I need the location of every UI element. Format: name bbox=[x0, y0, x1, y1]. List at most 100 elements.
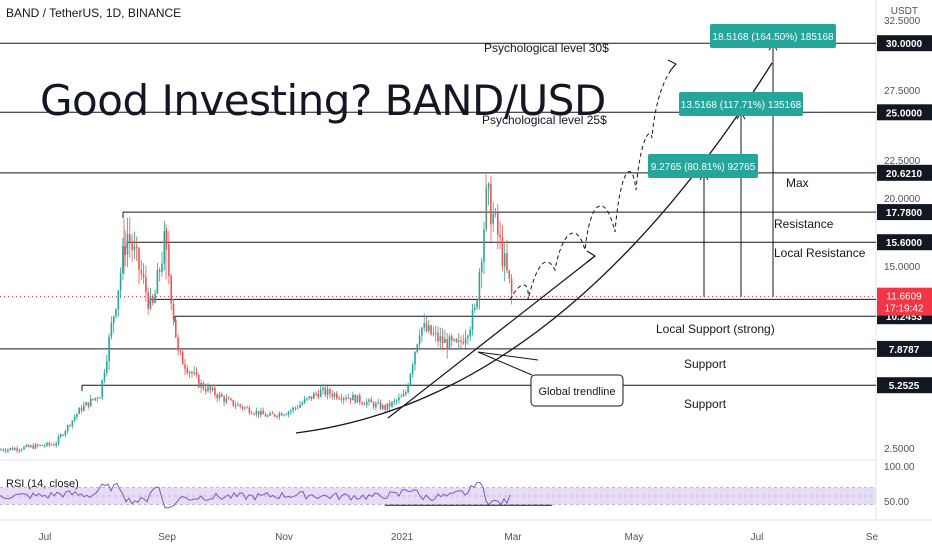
candle-body bbox=[462, 341, 465, 344]
candle-body bbox=[218, 394, 221, 399]
candle-body bbox=[441, 336, 444, 344]
candle-body bbox=[280, 413, 283, 416]
level-label-box bbox=[877, 340, 932, 357]
candle-body bbox=[64, 430, 67, 436]
target-label-box bbox=[679, 92, 803, 116]
candle-body bbox=[409, 373, 412, 386]
candle-body bbox=[239, 404, 241, 407]
candle-body bbox=[154, 293, 156, 304]
level-label-box bbox=[877, 377, 932, 394]
candle-body bbox=[278, 413, 281, 417]
current-price-label: 11.6609 bbox=[886, 292, 922, 303]
candle-body bbox=[232, 399, 235, 406]
candle-body bbox=[221, 394, 223, 397]
candle-body bbox=[41, 445, 44, 447]
x-tick-label: Jul bbox=[751, 532, 764, 543]
candle-body bbox=[66, 425, 69, 431]
candle-body bbox=[145, 277, 147, 293]
candle-body bbox=[216, 394, 218, 399]
candle-body bbox=[78, 407, 80, 414]
candle-body bbox=[257, 410, 260, 416]
level-label: 10.2453 bbox=[886, 312, 923, 323]
current-price-badge bbox=[877, 287, 932, 316]
candle-body bbox=[430, 325, 432, 335]
chart-annotation: Psychological level 25$ bbox=[482, 113, 607, 127]
level-label-box bbox=[877, 164, 932, 181]
candle-body bbox=[117, 290, 120, 309]
candle-body bbox=[324, 387, 327, 395]
candle-body bbox=[133, 246, 136, 251]
candle-body bbox=[474, 307, 476, 310]
candle-body bbox=[50, 444, 53, 446]
candle-body bbox=[264, 414, 267, 417]
candle-body bbox=[336, 393, 338, 399]
candle-body bbox=[402, 394, 405, 397]
candle-body bbox=[375, 403, 377, 408]
candle-body bbox=[345, 398, 347, 400]
candle-body bbox=[241, 406, 244, 409]
candle-body bbox=[308, 396, 310, 399]
x-tick-label: Se bbox=[866, 532, 879, 543]
candle-body bbox=[356, 395, 359, 403]
candle-body bbox=[110, 323, 113, 337]
projected-path-arrowhead bbox=[667, 59, 677, 72]
candle-body bbox=[455, 339, 458, 342]
candle-body bbox=[329, 389, 331, 395]
candle-body bbox=[225, 398, 228, 402]
candle-body bbox=[411, 364, 414, 374]
candle-body bbox=[317, 394, 320, 397]
candle-body bbox=[464, 338, 467, 344]
candle-body bbox=[4, 450, 7, 452]
candle-body bbox=[147, 292, 149, 309]
candle-body bbox=[338, 398, 340, 400]
chart-headline: Good Investing? BAND/USD bbox=[40, 76, 606, 125]
candle-body bbox=[271, 413, 274, 415]
candle-body bbox=[457, 340, 460, 342]
candle-body bbox=[287, 411, 290, 415]
candle-body bbox=[83, 405, 85, 411]
candle-body bbox=[119, 273, 122, 291]
candle-body bbox=[135, 246, 138, 248]
candle-body bbox=[57, 436, 60, 444]
chart-annotation: Psychological level 30$ bbox=[484, 41, 609, 55]
rsi-title: RSI (14, close) bbox=[6, 478, 79, 490]
candle-body bbox=[214, 387, 216, 395]
y-tick-label: 22.5000 bbox=[884, 156, 921, 167]
candle-body bbox=[342, 398, 345, 400]
candle-body bbox=[273, 414, 276, 417]
candle-body bbox=[425, 323, 428, 331]
rsi-line bbox=[0, 482, 511, 509]
candle-body bbox=[267, 415, 269, 417]
candle-body bbox=[23, 446, 25, 450]
candle-body bbox=[195, 372, 198, 375]
callout-line bbox=[477, 351, 539, 361]
candle-body bbox=[290, 410, 292, 412]
candle-body bbox=[156, 270, 159, 294]
target-label-box bbox=[648, 154, 758, 178]
candle-body bbox=[39, 445, 41, 447]
y-tick-label: 15.0000 bbox=[884, 262, 921, 273]
candle-body bbox=[20, 449, 23, 451]
candle-body bbox=[469, 329, 471, 337]
target-label: 9.2765 (80.81%) 92765 bbox=[651, 162, 756, 173]
candle-body bbox=[301, 402, 304, 405]
chart-annotation: Local Resistance bbox=[774, 246, 866, 260]
candle-body bbox=[227, 398, 230, 400]
candle-body bbox=[87, 402, 90, 407]
candle-body bbox=[108, 336, 110, 362]
y-tick-label: 2.5000 bbox=[884, 444, 915, 455]
candle-body bbox=[384, 405, 386, 410]
candle-body bbox=[73, 417, 76, 421]
candle-body bbox=[138, 247, 140, 270]
candle-body bbox=[467, 336, 469, 339]
candle-body bbox=[211, 387, 214, 390]
projected-path bbox=[509, 63, 677, 301]
candle-body bbox=[497, 211, 499, 235]
candle-body bbox=[179, 350, 182, 352]
candle-body bbox=[386, 403, 389, 410]
candle-body bbox=[188, 372, 191, 374]
candle-body bbox=[262, 410, 264, 415]
candle-body bbox=[48, 442, 51, 445]
candle-body bbox=[244, 407, 246, 409]
